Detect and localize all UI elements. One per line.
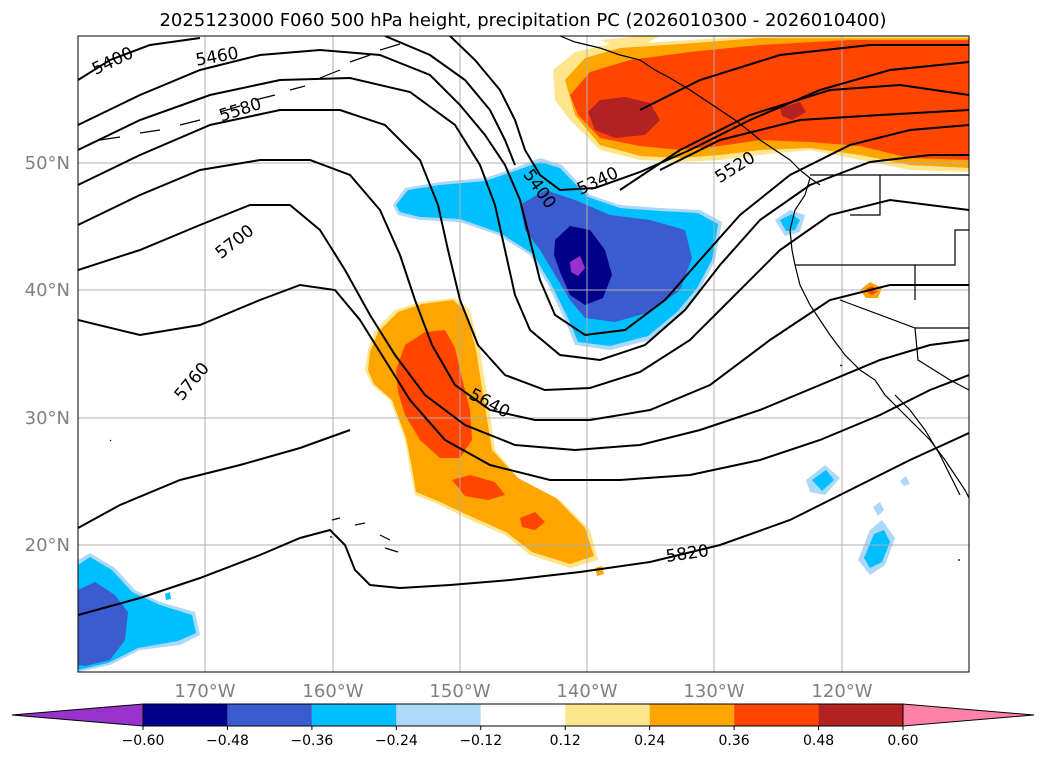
baja-peninsula — [894, 394, 961, 496]
contour-5460 — [78, 48, 969, 337]
colorbar-segment — [311, 704, 397, 726]
graticule — [78, 36, 969, 672]
lat-label-30n: 30°N — [25, 408, 70, 429]
lat-label-50n: 50°N — [25, 153, 70, 174]
lon-label-170w: 170°W — [174, 681, 235, 702]
lon-label-130w: 130°W — [683, 681, 744, 702]
colorbar-tick-label: −0.48 — [206, 733, 249, 749]
precip-hawaii-east-3 — [873, 502, 884, 516]
lon-label-150w: 150°W — [429, 681, 490, 702]
precip-ne-pacific-yellow-top — [600, 36, 660, 46]
colorbar-tick-label: −0.24 — [375, 733, 418, 749]
aleutian-islands — [99, 43, 401, 141]
precip-hawaii-east-2-core — [864, 530, 890, 568]
precip-ne-pacific-dark-2 — [780, 102, 806, 120]
contour-5640 — [78, 159, 969, 421]
colorbar-tick-label: 0.36 — [719, 733, 750, 749]
precip-subtropical-red — [396, 330, 472, 458]
contour-5580 — [78, 109, 969, 392]
colorbar-segment — [734, 704, 819, 726]
island-dots — [109, 364, 960, 561]
us-west-coast — [789, 177, 969, 499]
precip-negative-anomalies — [78, 158, 910, 672]
height-contours — [78, 36, 969, 616]
precip-central-pacific-purple — [570, 256, 585, 276]
map-frame — [77, 35, 970, 673]
colorbar-segment — [396, 704, 481, 726]
colorbar-tick-label: 0.12 — [550, 733, 581, 749]
contour-5340 — [449, 36, 969, 192]
contour-5460-east — [659, 109, 969, 171]
precip-sw-corner-blue — [78, 582, 128, 666]
contour-5820-south — [78, 432, 969, 616]
state-border-5 — [914, 327, 969, 391]
contour-5820 — [78, 429, 351, 529]
precip-subtropical-red-3 — [520, 512, 545, 530]
colorbar-frame — [142, 703, 904, 727]
lon-label-120w: 120°W — [811, 681, 872, 702]
lat-label-40n: 40°N — [25, 280, 70, 301]
precip-positive-anomalies — [365, 36, 969, 576]
lat-label-20n: 20°N — [25, 535, 70, 556]
precip-hawaii-east-4 — [900, 476, 910, 486]
lon-label-140w: 140°W — [556, 681, 617, 702]
colorbar-segment — [227, 704, 312, 726]
colorbar-tick-label: −0.60 — [122, 733, 165, 749]
lon-label-160w: 160°W — [302, 681, 363, 702]
colorbar-extend-min — [11, 703, 144, 727]
precip-ne-pacific-red — [570, 40, 969, 160]
colorbar-extend-max — [902, 703, 1035, 727]
contour-5760 — [78, 283, 969, 481]
longitude-labels: 170°W 160°W 150°W 140°W 130°W 120°W — [174, 681, 872, 702]
precip-subtropical-red-2 — [452, 475, 505, 500]
precip-hawaii-east-1-core — [812, 470, 834, 491]
map-plot-area: 5400 5460 5580 5700 5760 5400 5340 5520 … — [78, 36, 969, 672]
colorbar-tick-label: −0.36 — [290, 733, 333, 749]
colorbar-tick-label: 0.48 — [803, 733, 834, 749]
alaska-coastline — [559, 36, 821, 186]
contour-5400-north — [78, 37, 201, 81]
state-border-3 — [915, 229, 969, 266]
state-border-1 — [850, 175, 881, 216]
precip-oregon-coast-core — [780, 214, 800, 231]
hawaii-islands — [331, 517, 399, 553]
colorbar-segment — [818, 704, 903, 726]
latitude-labels: 50°N 40°N 30°N 20°N — [25, 153, 70, 556]
precip-ne-pacific-dark — [588, 97, 660, 138]
coastlines — [99, 36, 969, 561]
colorbar-tick-label: 0.24 — [634, 733, 665, 749]
precip-sw-dot — [165, 592, 171, 600]
map-title: 2025123000 F060 500 hPa height, precipit… — [159, 10, 886, 31]
contour-5700 — [78, 204, 969, 452]
colorbar: −0.60 −0.48 −0.36 −0.24 −0.12 0.12 0.24 0.36 0.4… — [11, 703, 1035, 749]
contour-5400-east — [639, 44, 969, 111]
colorbar-segment — [649, 704, 735, 726]
colorbar-segment — [143, 704, 228, 726]
contour-5280 — [619, 83, 969, 191]
colorbar-tick-label: −0.12 — [459, 733, 502, 749]
colorbar-segment — [480, 704, 566, 726]
contour-5520 — [78, 76, 969, 362]
colorbar-segment — [565, 704, 650, 726]
contour-5400-center — [384, 36, 516, 166]
colorbar-tick-label: 0.60 — [887, 733, 918, 749]
